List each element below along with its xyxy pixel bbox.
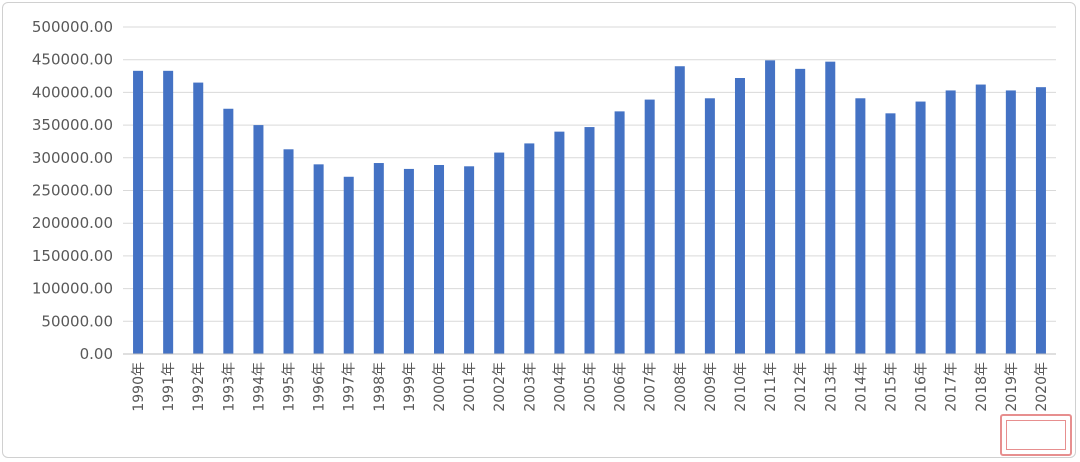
bar [885, 113, 896, 354]
x-tick-label: 2005年 [583, 362, 599, 412]
gridlines [123, 26, 1056, 322]
x-tick-label: 2010年 [733, 362, 749, 412]
x-tick-label: 2015年 [883, 362, 899, 412]
bar [253, 125, 264, 354]
bar [283, 149, 294, 354]
y-tick-label: 100000.00 [32, 280, 113, 298]
x-tick-label: 1990年 [131, 362, 147, 412]
y-tick-label: 450000.00 [32, 51, 113, 69]
x-tick-label: 2018年 [974, 362, 990, 412]
x-tick-label: 2020年 [1034, 362, 1050, 412]
y-tick-label: 300000.00 [32, 149, 113, 167]
x-tick-label: 2011年 [763, 362, 779, 412]
y-tick-label: 250000.00 [32, 182, 113, 200]
x-tick-label: 2019年 [1004, 362, 1020, 412]
bar [434, 164, 445, 354]
bar [313, 164, 324, 354]
x-tick-label: 1999年 [402, 362, 418, 412]
y-tick-label: 50000.00 [41, 312, 113, 330]
y-tick-label: 500000.00 [32, 18, 113, 36]
y-tick-label: 0.00 [80, 345, 113, 363]
bar [193, 82, 204, 354]
bar [163, 70, 174, 354]
x-tick-label: 2012年 [793, 362, 809, 412]
x-tick-label: 2009年 [703, 362, 719, 412]
bar [855, 98, 866, 354]
bar [614, 111, 625, 355]
y-axis-labels: 0.00 50000.00 100000.00 150000.00 200000.00 2… [32, 18, 113, 363]
x-tick-label: 1991年 [161, 362, 177, 412]
bar [674, 66, 685, 355]
x-tick-label: 2013年 [823, 362, 839, 412]
bar [795, 68, 806, 355]
x-tick-label: 1996年 [312, 362, 328, 412]
watermark-stamp [1000, 414, 1072, 456]
bar [403, 168, 414, 354]
x-tick-label: 2016年 [914, 362, 930, 412]
bar [464, 166, 475, 354]
x-tick-label: 1995年 [282, 362, 298, 412]
bar [1005, 90, 1016, 354]
bar [343, 176, 354, 354]
x-tick-label: 1992年 [191, 362, 207, 412]
bar [584, 127, 595, 354]
bar [704, 98, 715, 354]
x-tick-label: 1993年 [221, 362, 237, 412]
bar [915, 101, 926, 354]
bar [524, 143, 535, 354]
y-tick-label: 200000.00 [32, 214, 113, 232]
x-tick-label: 2002年 [492, 362, 508, 412]
x-tick-label: 2008年 [673, 362, 689, 412]
bar [734, 78, 745, 354]
bar [373, 163, 384, 354]
bar [1035, 87, 1046, 355]
x-tick-label: 2006年 [613, 362, 629, 412]
y-tick-label: 150000.00 [32, 247, 113, 265]
bar [975, 84, 986, 355]
bar [223, 108, 234, 354]
x-axis-labels: 1990年 1991年 1992年 1993年 1994年 1995年 1996年 1997年… [131, 362, 1050, 412]
bar [765, 60, 776, 354]
y-tick-label: 350000.00 [32, 116, 113, 134]
bar [945, 90, 956, 354]
bar [494, 152, 505, 354]
x-tick-label: 1998年 [372, 362, 388, 412]
bar [133, 70, 144, 354]
x-tick-label: 2014年 [853, 362, 869, 412]
bar [554, 131, 565, 354]
x-tick-label: 2000年 [432, 362, 448, 412]
x-tick-label: 2007年 [643, 362, 659, 412]
y-tick-label: 400000.00 [32, 83, 113, 101]
x-tick-label: 2004年 [552, 362, 568, 412]
x-tick-label: 2001年 [462, 362, 478, 412]
bar [644, 99, 655, 354]
x-tick-label: 1994年 [251, 362, 267, 412]
watermark-stamp-inner [1006, 420, 1066, 450]
x-tick-label: 2003年 [522, 362, 538, 412]
bar [825, 61, 836, 354]
x-tick-label: 1997年 [342, 362, 358, 412]
bars [133, 60, 1046, 355]
x-tick-label: 2017年 [944, 362, 960, 412]
